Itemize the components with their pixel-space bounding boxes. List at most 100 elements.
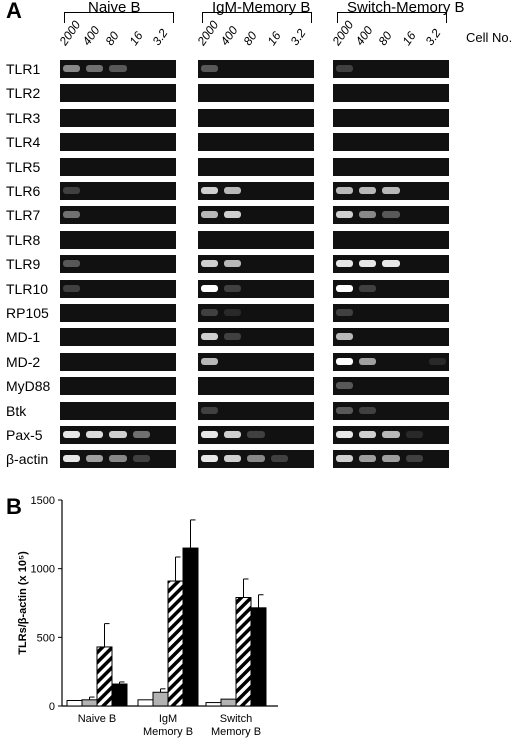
gel-strip: [198, 60, 314, 78]
gel-band: [224, 284, 242, 292]
gel-band: [336, 431, 354, 438]
gel-strip: [60, 377, 176, 396]
gel-band: [336, 455, 354, 463]
gene-label: TLR3: [6, 109, 41, 126]
gel-band: [224, 431, 242, 438]
gel-strip: [60, 206, 176, 225]
gel-band: [201, 187, 219, 194]
gel-strip: [60, 182, 176, 200]
gel-band: [336, 284, 354, 292]
gel-band: [201, 455, 219, 463]
gel-band: [109, 455, 127, 463]
gene-label: Btk: [6, 402, 27, 419]
gene-label: TLR2: [6, 85, 41, 102]
gel-strip: [60, 84, 176, 103]
gel-strip: [333, 133, 449, 152]
dilution-label: 400: [217, 23, 241, 48]
gel-band: [86, 65, 104, 72]
gel-strip: [60, 60, 176, 78]
gel-band: [224, 455, 242, 463]
gel-strip: [333, 304, 449, 322]
gel-band: [63, 431, 81, 438]
gel-band: [382, 455, 400, 463]
gel-band: [86, 455, 104, 463]
gene-label: TLR1: [6, 61, 41, 77]
dilution-label: 16: [399, 29, 419, 48]
gel-band: [63, 211, 81, 219]
gel-band: [201, 284, 219, 292]
gene-label: TLR10: [6, 280, 49, 297]
gel-strip: [60, 279, 176, 298]
gel-band: [132, 455, 150, 463]
group-bracket: [202, 12, 312, 23]
gel-band: [359, 260, 377, 268]
gel-band: [63, 65, 81, 72]
gel-strip: [198, 377, 314, 396]
gel-strip: [198, 401, 314, 420]
dilution-label: 3.2: [422, 26, 444, 48]
gene-label: MyD88: [6, 378, 51, 395]
gel-band: [132, 431, 150, 438]
bar: [96, 646, 113, 707]
gel-band: [201, 357, 219, 365]
dilution-label: 2000: [194, 18, 222, 48]
gel-strip: [333, 426, 449, 444]
gel-band: [359, 431, 377, 438]
gel-strip: [60, 255, 176, 274]
gel-strip: [333, 182, 449, 200]
dilution-label: 2000: [329, 18, 357, 48]
dilution-label: 80: [102, 29, 123, 48]
gel-band: [405, 431, 423, 438]
bar: [66, 700, 83, 707]
gel-strip: [198, 426, 314, 444]
gel-band: [201, 333, 219, 341]
gel-band: [224, 333, 242, 341]
gel-band: [224, 260, 242, 268]
gel-strip: [60, 133, 176, 152]
gene-label: TLR9: [6, 256, 41, 273]
gel-band: [359, 284, 377, 292]
gel-band: [201, 65, 219, 72]
gel-band: [224, 187, 242, 194]
y-tick-label: 500: [37, 632, 55, 644]
gel-strip: [60, 230, 176, 249]
bar: [167, 580, 184, 707]
gel-band: [63, 260, 81, 268]
gel-band: [336, 357, 354, 365]
bar: [81, 699, 98, 707]
bar: [235, 597, 252, 707]
gel-band: [359, 357, 377, 365]
gel-band: [86, 431, 104, 438]
gel-band: [382, 260, 400, 268]
gel-band: [63, 284, 81, 292]
panel-a-letter: A: [6, 0, 22, 23]
y-tick-label: 1000: [31, 564, 55, 576]
category-label: IgM: [159, 713, 177, 725]
gel-band: [336, 309, 354, 316]
gel-strip: [198, 304, 314, 322]
gel-strip: [198, 328, 314, 347]
gel-strip: [198, 279, 314, 298]
gel-strip: [333, 352, 449, 371]
gel-band: [359, 455, 377, 463]
gel-strip: [333, 255, 449, 274]
gel-band: [201, 309, 219, 316]
gel-strip: [333, 450, 449, 469]
gel-band: [336, 65, 354, 72]
bar: [152, 691, 169, 707]
dilution-label: 400: [352, 23, 376, 48]
gel-band: [336, 260, 354, 268]
category-label: Memory B: [211, 726, 261, 738]
gel-strip: [60, 401, 176, 420]
bar: [111, 683, 128, 707]
gel-band: [336, 187, 354, 194]
bar: [220, 698, 237, 707]
gel-band: [224, 211, 242, 219]
gel-band: [201, 211, 219, 219]
gel-strip: [198, 230, 314, 249]
gel-strip: [198, 133, 314, 152]
gene-label: TLR5: [6, 158, 41, 175]
category-label: Switch: [220, 713, 252, 725]
y-tick-label: 0: [49, 701, 55, 713]
y-axis-label: TLRs/β-actin (x 10⁵): [17, 551, 29, 655]
